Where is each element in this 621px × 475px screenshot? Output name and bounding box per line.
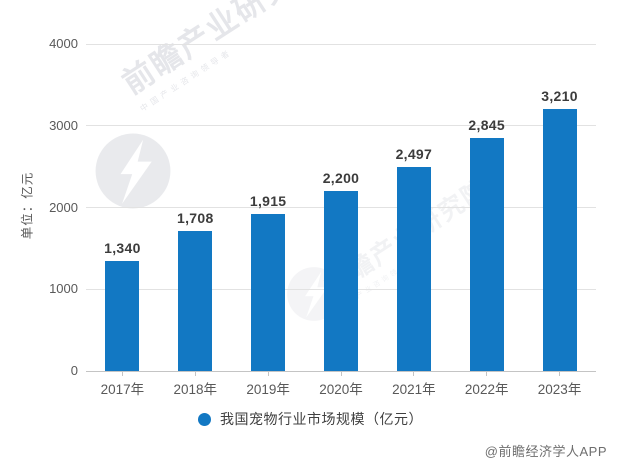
x-tick-mark: [559, 372, 561, 376]
x-tick-label: 2021年: [392, 382, 436, 397]
bar-2017年: [105, 261, 140, 371]
x-tick-mark: [194, 372, 196, 376]
gridline: [86, 125, 596, 127]
bar-2018年: [178, 231, 213, 371]
bar-2020年: [324, 191, 358, 371]
x-tick-mark: [413, 372, 415, 376]
y-tick-label: 2000: [49, 199, 78, 215]
bar-value-label: 2,497: [395, 145, 433, 162]
bar-2022年: [469, 138, 504, 371]
bar-value-label: 1,708: [177, 210, 214, 227]
gridline: [86, 43, 596, 45]
x-tick-label: 2023年: [537, 382, 582, 397]
legend-label: 我国宠物行业市场规模（亿元）: [220, 411, 423, 427]
bar-value-label: 2,845: [468, 117, 505, 134]
x-tick-label: 2018年: [173, 382, 218, 397]
x-tick-label: 2017年: [100, 382, 145, 397]
y-tick-label: 4000: [49, 36, 78, 51]
bar-2021年: [396, 166, 431, 371]
bar-value-label: 2,200: [322, 170, 360, 187]
bar-2019年: [251, 214, 286, 371]
y-tick-label: 1000: [49, 281, 78, 297]
y-tick-label: 0: [70, 363, 78, 378]
x-tick-mark: [267, 372, 269, 376]
x-tick-mark: [486, 372, 488, 376]
x-tick-mark: [340, 372, 342, 376]
legend: 我国宠物行业市场规模（亿元）: [0, 407, 621, 431]
bar-value-label: 1,340: [104, 240, 141, 257]
x-tick-label: 2020年: [319, 382, 363, 397]
y-tick-label: 3000: [49, 117, 78, 133]
source-credit: @前瞻经济学人APP: [484, 444, 607, 459]
bar-value-label: 1,915: [249, 193, 287, 210]
x-tick-label: 2022年: [464, 382, 509, 397]
x-axis-line: [86, 370, 596, 372]
x-tick-label: 2019年: [246, 382, 290, 397]
bar-2023年: [542, 108, 577, 371]
bar-value-label: 3,210: [541, 87, 578, 104]
x-tick-mark: [121, 372, 123, 376]
legend-marker-icon: [198, 412, 211, 426]
